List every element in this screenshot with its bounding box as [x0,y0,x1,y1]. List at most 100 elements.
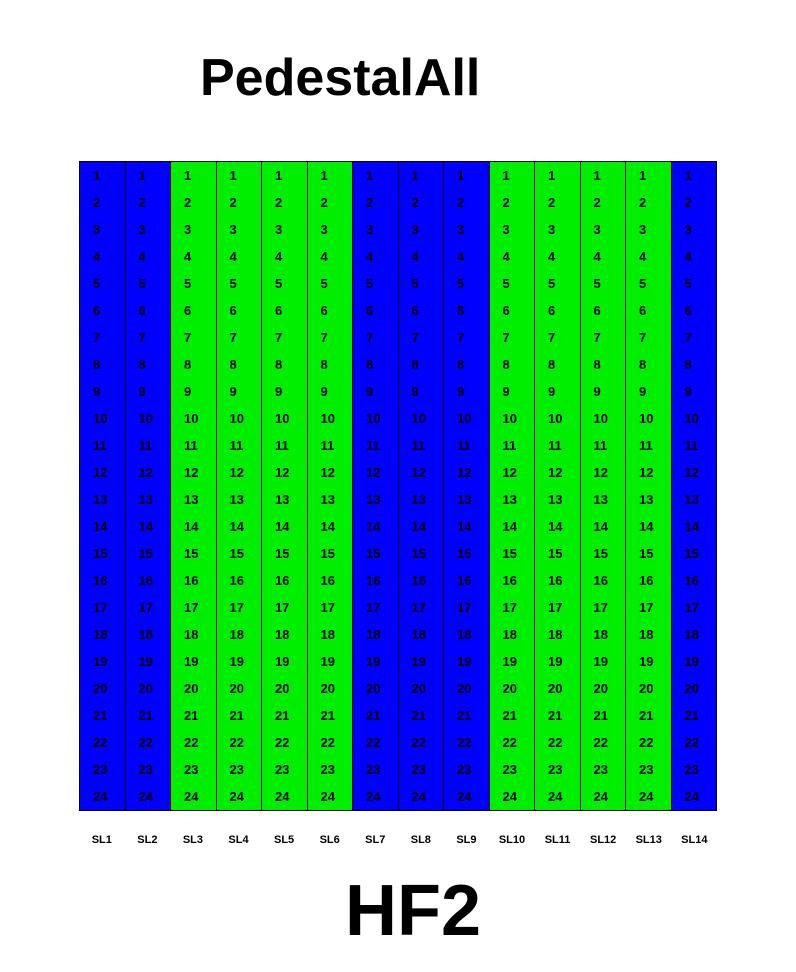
channel-cell: 17 [502,600,517,615]
channel-cell: 15 [457,546,472,561]
channel-cell: 16 [457,573,472,588]
channel-cell: 2 [548,195,556,210]
channel-cell: 18 [684,627,699,642]
channel-cell: 18 [502,627,517,642]
channel-cell: 5 [366,276,374,291]
channel-cell: 10 [184,411,199,426]
channel-cell: 18 [366,627,381,642]
slot-column-2: 1 2 3 4 5 6 7 8 9 10 11 12 13 14 15 16 17 18 19 20 21 22 23 24 [125,162,171,810]
channel-cell: 9 [411,384,419,399]
channel-cell: 4 [593,249,601,264]
channel-cell: 11 [548,438,562,453]
channel-cell: 15 [684,546,699,561]
channel-cell: 20 [593,681,608,696]
channel-cell: 5 [502,276,510,291]
channel-cell: 1 [229,168,237,183]
channel-cell: 14 [229,519,244,534]
channel-cell: 7 [275,330,283,345]
channel-cell: 10 [138,411,153,426]
channel-cell: 8 [684,357,692,372]
channel-cell: 2 [639,195,647,210]
channel-cell: 20 [639,681,654,696]
channel-cell: 14 [93,519,108,534]
channel-cell: 17 [366,600,381,615]
channel-cell: 15 [138,546,153,561]
channel-cell: 13 [411,492,426,507]
channel-cell: 6 [320,303,328,318]
channel-cell: 8 [411,357,419,372]
channel-cell: 22 [639,735,654,750]
channel-cell: 6 [275,303,283,318]
channel-cell: 10 [229,411,244,426]
channel-cell: 2 [320,195,328,210]
channel-cell: 10 [502,411,517,426]
channel-cell: 21 [275,708,290,723]
channel-cell: 17 [639,600,654,615]
channel-cell: 11 [138,438,153,453]
channel-cell: 20 [366,681,381,696]
channel-cell: 19 [411,654,426,669]
slot-column-9: 1 2 3 4 5 6 7 8 9 10 11 12 13 14 15 16 17 18 19 20 21 22 23 24 [444,162,490,810]
channel-cell: 13 [639,492,654,507]
channel-cell: 22 [457,735,472,750]
channel-cell: 22 [366,735,381,750]
channel-cell: 1 [593,168,601,183]
channel-cell: 19 [275,654,290,669]
detector-label: HF2 [344,871,482,951]
channel-cell: 19 [548,654,563,669]
channel-cell: 21 [138,708,153,723]
channel-cell: 16 [275,573,290,588]
channel-cell: 6 [411,303,419,318]
channel-cell: 19 [184,654,199,669]
channel-cell: 21 [639,708,654,723]
channel-cell: 24 [275,789,290,804]
channel-cell: 3 [93,222,101,237]
channel-cell: 20 [184,681,199,696]
slot-column-11: 1 2 3 4 5 6 7 8 9 10 11 12 13 14 15 16 17 18 19 20 21 22 23 24 [535,162,581,810]
slot-label: SL6 [319,834,340,846]
channel-cell: 15 [275,546,290,561]
channel-cell: 1 [184,168,192,183]
channel-cell: 15 [366,546,381,561]
channel-cell: 5 [548,276,556,291]
channel-cell: 23 [411,762,426,777]
channel-cell: 4 [457,249,465,264]
channel-cell: 24 [593,789,608,804]
slot-column-12: 1 2 3 4 5 6 7 8 9 10 11 12 13 14 15 16 17 18 19 20 21 22 23 24 [580,162,626,810]
channel-cell: 14 [184,519,199,534]
channel-cell: 11 [411,438,426,453]
channel-cell: 5 [184,276,192,291]
channel-cell: 2 [138,195,146,210]
channel-cell: 14 [502,519,517,534]
slot-label: SL2 [137,834,158,846]
slot-label: SL5 [274,834,295,846]
channel-cell: 18 [320,627,335,642]
channel-cell: 20 [457,681,472,696]
channel-cell: 3 [548,222,556,237]
channel-cell: 7 [229,330,237,345]
channel-cell: 7 [684,330,692,345]
channel-cell: 9 [548,384,556,399]
slot-column-14: 1 2 3 4 5 6 7 8 9 10 11 12 13 14 15 16 17 18 19 20 21 22 23 24 [671,162,716,810]
channel-cell: 17 [138,600,153,615]
channel-cell: 17 [593,600,608,615]
channel-cell: 1 [411,168,419,183]
channel-cell: 6 [639,303,647,318]
channel-cell: 17 [684,600,699,615]
channel-cell: 3 [138,222,146,237]
channel-cell: 7 [457,330,465,345]
channel-cell: 14 [275,519,290,534]
channel-cell: 9 [93,384,101,399]
channel-cell: 17 [229,600,244,615]
channel-cell: 12 [229,465,244,480]
channel-cell: 12 [320,465,335,480]
slot-column-3: 1 2 3 4 5 6 7 8 9 10 11 12 13 14 15 16 17 18 19 20 21 22 23 24 [171,162,217,810]
channel-cell: 13 [320,492,335,507]
channel-cell: 5 [411,276,419,291]
channel-cell: 18 [639,627,654,642]
channel-cell: 5 [275,276,283,291]
channel-cell: 7 [138,330,146,345]
channel-cell: 7 [320,330,328,345]
channel-cell: 17 [275,600,290,615]
channel-cell: 15 [93,546,108,561]
